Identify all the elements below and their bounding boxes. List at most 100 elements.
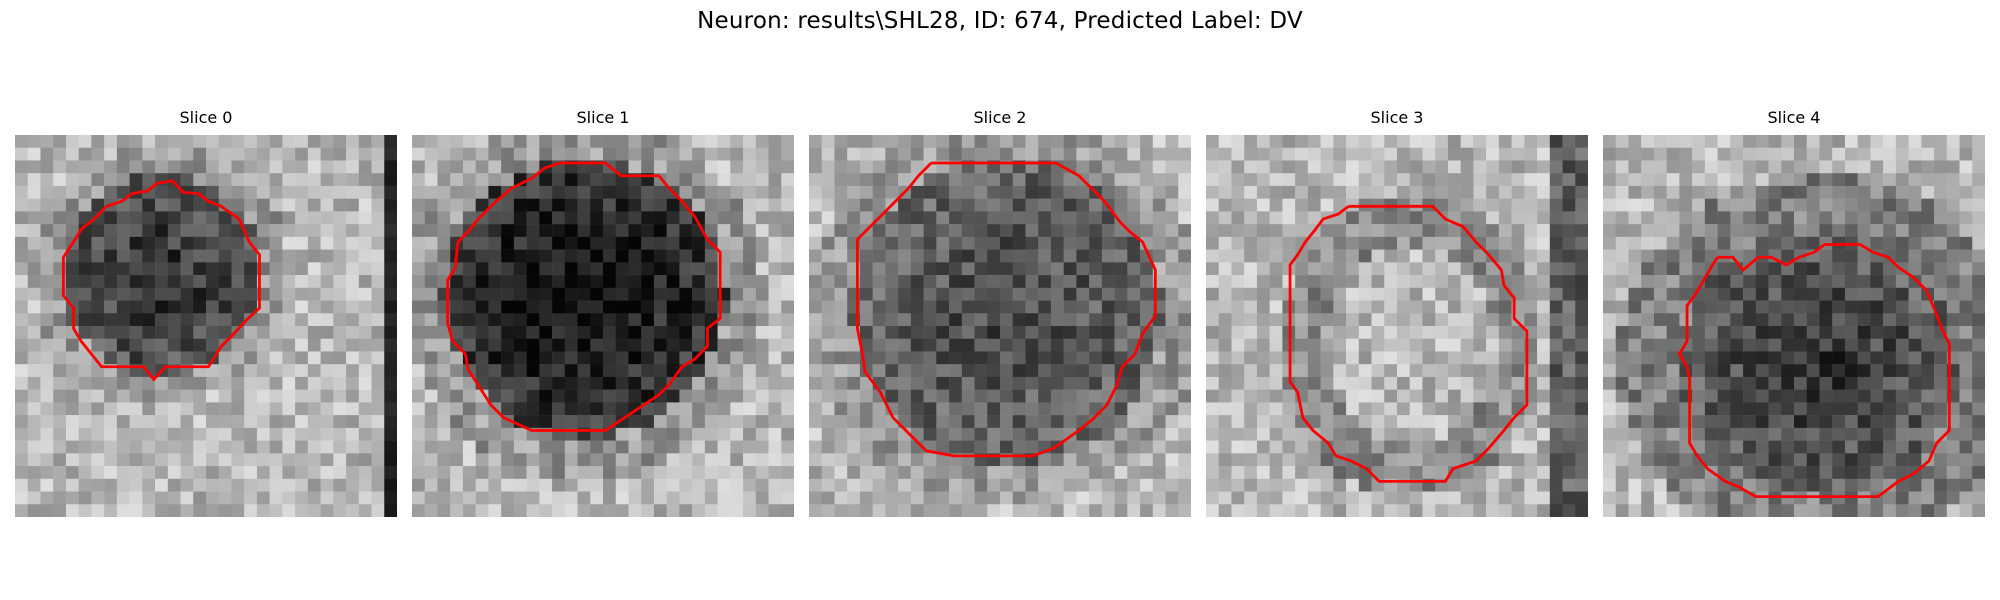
pixel [1781,427,1795,441]
pixel [1447,173,1461,187]
pixel [1895,185,1909,199]
pixel [1844,185,1858,199]
pixel [15,135,28,148]
pixel [987,275,1001,289]
pixel [1603,198,1616,212]
pixel [1307,135,1321,148]
pixel [1679,453,1693,467]
pixel [269,224,283,238]
pixel [615,224,629,238]
pixel [1346,300,1360,314]
pixel [809,185,822,199]
pixel [1844,427,1858,441]
pixel [1244,504,1258,517]
pixel [513,160,527,174]
pixel [269,415,283,429]
pixel [809,491,822,505]
pixel [987,185,1001,199]
pixel [1921,211,1935,225]
pixel [1000,504,1013,517]
pixel [859,275,873,289]
pixel [1641,135,1655,148]
pixel [1717,173,1731,187]
pixel [1101,326,1115,339]
pixel [1333,147,1347,161]
pixel [15,338,28,352]
pixel [1679,287,1693,301]
pixel [1140,173,1154,187]
pixel [692,504,706,517]
pixel [358,249,372,263]
pixel [910,185,924,199]
pixel [1231,478,1245,492]
pixel [346,453,360,467]
pixel [1844,466,1858,480]
pixel [1717,135,1731,148]
pixel [885,440,899,454]
pixel [513,478,527,492]
pixel [167,478,181,492]
pixel [1256,211,1270,225]
pixel [1435,440,1449,454]
pixel [1076,147,1090,161]
pixel [539,185,553,199]
pixel [679,504,693,517]
pixel [717,160,731,174]
pixel [1165,364,1179,378]
pixel [116,147,130,161]
pixel [167,313,181,327]
pixel [256,173,270,187]
pixel [1921,364,1935,378]
pixel [450,364,464,378]
pixel [1498,211,1512,225]
pixel [1152,453,1166,467]
pixel [15,415,28,429]
pixel [755,491,769,505]
pixel [1422,389,1436,403]
pixel [1101,275,1115,289]
pixel [1806,211,1820,225]
pixel [1755,478,1769,492]
pixel [641,185,655,199]
pixel [1895,224,1909,238]
pixel [949,224,963,238]
pixel [1282,466,1296,480]
pixel [1435,262,1449,276]
pixel [1295,453,1309,467]
pixel [307,491,321,505]
pixel [1218,376,1232,390]
pixel [1114,478,1128,492]
pixel [1165,466,1179,480]
pixel [1101,236,1115,250]
pixel [1165,147,1179,161]
pixel [1934,491,1948,505]
pixel [1908,402,1922,416]
pixel [1524,313,1538,327]
pixel [1857,249,1871,263]
pixel [910,287,924,301]
pixel [1883,236,1897,250]
pixel [526,402,540,416]
pixel [692,351,706,365]
pixel [1269,504,1283,517]
pixel [898,504,912,517]
pixel [244,185,258,199]
pixel [1755,287,1769,301]
pixel [679,453,693,467]
pixel [1575,185,1588,199]
pixel [1908,135,1922,148]
pixel [1743,338,1757,352]
pixel [564,389,578,403]
pixel [1063,364,1077,378]
pixel [1806,415,1820,429]
pixel [206,313,219,327]
pixel [872,135,886,148]
pixel [1152,504,1166,517]
pixel [1140,287,1154,301]
pixel [218,249,232,263]
pixel [603,198,616,212]
pixel [1806,160,1820,174]
pixel [859,211,873,225]
pixel [1819,504,1833,517]
pixel [180,466,194,480]
